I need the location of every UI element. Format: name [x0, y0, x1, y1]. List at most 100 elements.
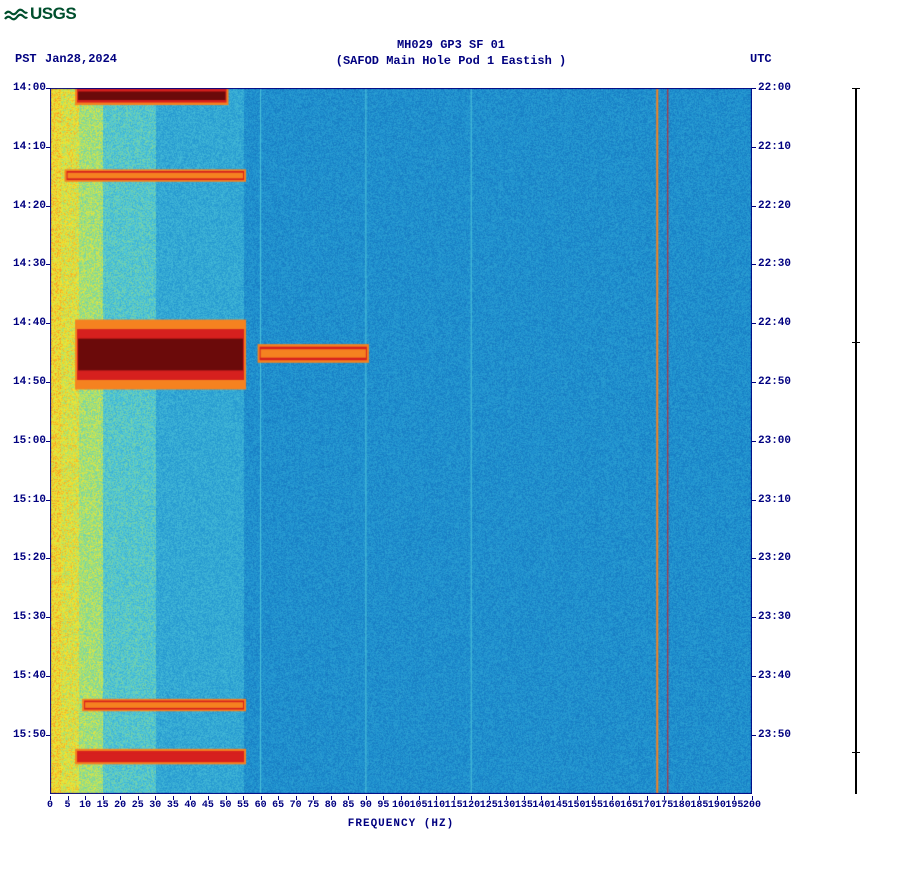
tick-mark [752, 676, 756, 677]
tick-mark [46, 264, 50, 265]
x-tick-label: 10 [79, 800, 91, 811]
side-ruler [855, 88, 857, 794]
x-tick-label: 190 [708, 800, 726, 811]
tick-mark [752, 147, 756, 148]
left-tick: 15:10 [13, 494, 46, 506]
tick-mark [46, 382, 50, 383]
left-tick: 15:30 [13, 611, 46, 623]
x-tick-label: 20 [114, 800, 126, 811]
x-tick-label: 155 [585, 800, 603, 811]
left-tick: 15:00 [13, 435, 46, 447]
x-tick-label: 180 [673, 800, 691, 811]
x-tick-label: 140 [532, 800, 550, 811]
usgs-logo: USGS [4, 4, 76, 24]
x-tick-label: 185 [690, 800, 708, 811]
x-tick-label: 195 [725, 800, 743, 811]
tick-mark [752, 264, 756, 265]
tick-mark [46, 88, 50, 89]
x-tick-label: 70 [290, 800, 302, 811]
right-tick: 22:20 [758, 200, 791, 212]
x-tick-label: 100 [392, 800, 410, 811]
x-tick-label: 165 [620, 800, 638, 811]
tick-mark [46, 558, 50, 559]
left-tick: 14:10 [13, 141, 46, 153]
left-tick: 14:30 [13, 258, 46, 270]
right-tick: 22:30 [758, 258, 791, 270]
spectrogram-plot [50, 88, 752, 794]
x-tick-label: 35 [167, 800, 179, 811]
tick-mark [752, 617, 756, 618]
x-tick-label: 55 [237, 800, 249, 811]
wave-icon [4, 5, 28, 23]
right-tick: 23:00 [758, 435, 791, 447]
x-tick-label: 145 [550, 800, 568, 811]
x-axis-label: FREQUENCY (HZ) [0, 818, 802, 830]
tick-mark [752, 206, 756, 207]
x-tick-label: 90 [360, 800, 372, 811]
x-tick-label: 160 [603, 800, 621, 811]
x-tick-label: 115 [445, 800, 463, 811]
x-tick-label: 200 [743, 800, 761, 811]
x-tick-label: 50 [219, 800, 231, 811]
ruler-tick [852, 342, 860, 343]
x-tick-label: 110 [427, 800, 445, 811]
date-label: Jan28,2024 [45, 52, 117, 66]
tick-mark [752, 382, 756, 383]
x-tick-label: 170 [638, 800, 656, 811]
ruler-tick [852, 752, 860, 753]
x-tick-label: 150 [567, 800, 585, 811]
right-tick: 23:30 [758, 611, 791, 623]
logo-text: USGS [30, 4, 76, 24]
tick-mark [46, 147, 50, 148]
x-tick-label: 45 [202, 800, 214, 811]
tick-mark [46, 735, 50, 736]
x-tick-label: 15 [97, 800, 109, 811]
x-tick-label: 120 [462, 800, 480, 811]
left-tick: 15:40 [13, 670, 46, 682]
left-time-axis: 14:0014:1014:2014:3014:4014:5015:0015:10… [8, 88, 48, 794]
x-tick-label: 60 [255, 800, 267, 811]
tick-mark [46, 617, 50, 618]
right-tick: 22:00 [758, 82, 791, 94]
right-tick: 22:50 [758, 376, 791, 388]
right-tick: 23:20 [758, 552, 791, 564]
x-tick-label: 135 [515, 800, 533, 811]
x-tick-label: 40 [184, 800, 196, 811]
left-tick: 14:00 [13, 82, 46, 94]
tick-mark [46, 500, 50, 501]
tick-mark [752, 323, 756, 324]
pst-label: PST [15, 52, 37, 66]
x-tick-label: 95 [377, 800, 389, 811]
right-tick: 23:50 [758, 729, 791, 741]
left-tick: 14:50 [13, 376, 46, 388]
tick-mark [46, 441, 50, 442]
x-tick-label: 30 [149, 800, 161, 811]
x-tick-label: 105 [410, 800, 428, 811]
x-tick-label: 0 [47, 800, 53, 811]
left-tick: 14:20 [13, 200, 46, 212]
spectrogram-canvas [50, 88, 752, 794]
tick-mark [46, 676, 50, 677]
x-tick-label: 25 [132, 800, 144, 811]
x-tick-label: 130 [497, 800, 515, 811]
right-tick: 23:40 [758, 670, 791, 682]
left-tick: 14:40 [13, 317, 46, 329]
tick-mark [46, 323, 50, 324]
x-tick-label: 125 [480, 800, 498, 811]
left-tick: 15:50 [13, 729, 46, 741]
tick-mark [752, 88, 756, 89]
x-tick-label: 175 [655, 800, 673, 811]
tick-mark [752, 735, 756, 736]
tick-mark [46, 206, 50, 207]
right-tick: 22:40 [758, 317, 791, 329]
tick-mark [752, 558, 756, 559]
x-tick-label: 65 [272, 800, 284, 811]
x-tick-label: 80 [325, 800, 337, 811]
right-tick: 22:10 [758, 141, 791, 153]
right-tick: 23:10 [758, 494, 791, 506]
ruler-tick [852, 88, 860, 89]
tick-mark [752, 500, 756, 501]
right-time-axis: 22:0022:1022:2022:3022:4022:5023:0023:10… [756, 88, 806, 794]
tick-mark [752, 441, 756, 442]
utc-label: UTC [750, 52, 772, 66]
